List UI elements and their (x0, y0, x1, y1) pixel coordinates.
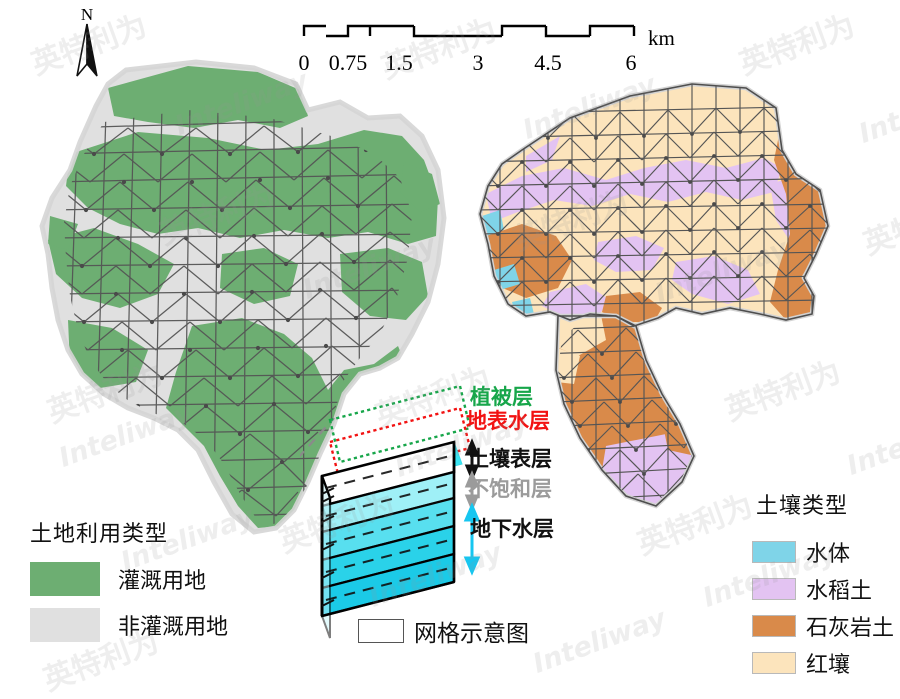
swatch-red-soil (752, 652, 796, 674)
grid-schematic-legend: 网格示意图 (358, 614, 529, 648)
layer-depth-arrows (463, 438, 481, 576)
swatch-water-body (752, 541, 796, 563)
legend-label-non-irrigated: 非灌溉用地 (118, 615, 229, 640)
legend-item-limestone-soil: 石灰岩土 (752, 610, 900, 642)
soil-type-legend-title: 土壤类型 (756, 494, 849, 519)
north-arrow-icon (76, 23, 98, 77)
north-arrow: N (64, 6, 110, 84)
scale-tick-6: 6 (625, 50, 637, 75)
scale-tick-0: 0 (298, 50, 310, 75)
legend-label-irrigated: 灌溉用地 (118, 569, 207, 594)
swatch-paddy-soil (752, 578, 796, 600)
watermark-en: Inteliway (842, 405, 900, 482)
land-use-legend: 土地利用类型 灌溉用地 非灌溉用地 (30, 516, 280, 654)
layer-label-unsaturated: 不饱和层 (468, 477, 552, 501)
legend-label-red-soil: 红壤 (806, 653, 851, 678)
legend-label-paddy-soil: 水稻土 (806, 579, 873, 604)
legend-item-non-irrigated: 非灌溉用地 (30, 608, 280, 642)
scale-bar-graphic (302, 24, 636, 38)
scale-tick-1.5: 1.5 (385, 50, 413, 75)
scale-tick-0.75: 0.75 (328, 50, 368, 75)
legend-item-paddy-soil: 水稻土 (752, 573, 900, 605)
land-use-legend-title: 土地利用类型 (30, 522, 169, 547)
scale-bar: km 0 0.75 1.5 3 4.5 6 (298, 14, 688, 75)
legend-label-water-body: 水体 (806, 542, 851, 567)
soil-column-block (320, 440, 463, 639)
land-use-map (8, 58, 456, 538)
leader-line (297, 417, 335, 459)
soil-type-map (430, 64, 850, 534)
figure-canvas: N km 0 0.75 1.5 (8, 6, 900, 699)
unsaturated-arrow (464, 470, 480, 512)
watermark-cn: 英特利为 (858, 188, 900, 263)
swatch-irrigated (30, 562, 100, 596)
land-use-map-graphic (39, 59, 447, 535)
layer-label-surface-water: 地表水层 (466, 409, 550, 433)
swatch-limestone-soil (752, 615, 796, 637)
north-arrow-label: N (80, 5, 94, 24)
scale-tick-4.5: 4.5 (534, 50, 562, 75)
layer-label-topsoil: 土壤表层 (468, 447, 552, 471)
grid-cell-swatch (358, 619, 404, 643)
layer-label-vegetation: 植被层 (470, 385, 533, 409)
grid-schematic-diagram (297, 376, 590, 661)
scale-tick-3: 3 (472, 50, 484, 75)
legend-label-limestone-soil: 石灰岩土 (806, 616, 895, 641)
scale-bar-unit: km (648, 26, 675, 50)
schematic-graphic (297, 384, 481, 639)
watermark-en: Inteliway (854, 73, 900, 150)
soil-type-legend: 土壤类型 水体 水稻土 石灰岩土 红壤 (752, 488, 900, 684)
swatch-non-irrigated (30, 608, 100, 642)
topsoil-arrow (464, 438, 480, 482)
legend-item-water-body: 水体 (752, 536, 900, 568)
layer-label-groundwater: 地下水层 (470, 517, 554, 541)
legend-item-red-soil: 红壤 (752, 647, 900, 679)
grid-schematic-label: 网格示意图 (414, 621, 529, 647)
legend-item-irrigated: 灌溉用地 (30, 562, 280, 596)
groundwater-arrow (463, 502, 481, 576)
soil-type-map-graphic (477, 81, 831, 509)
